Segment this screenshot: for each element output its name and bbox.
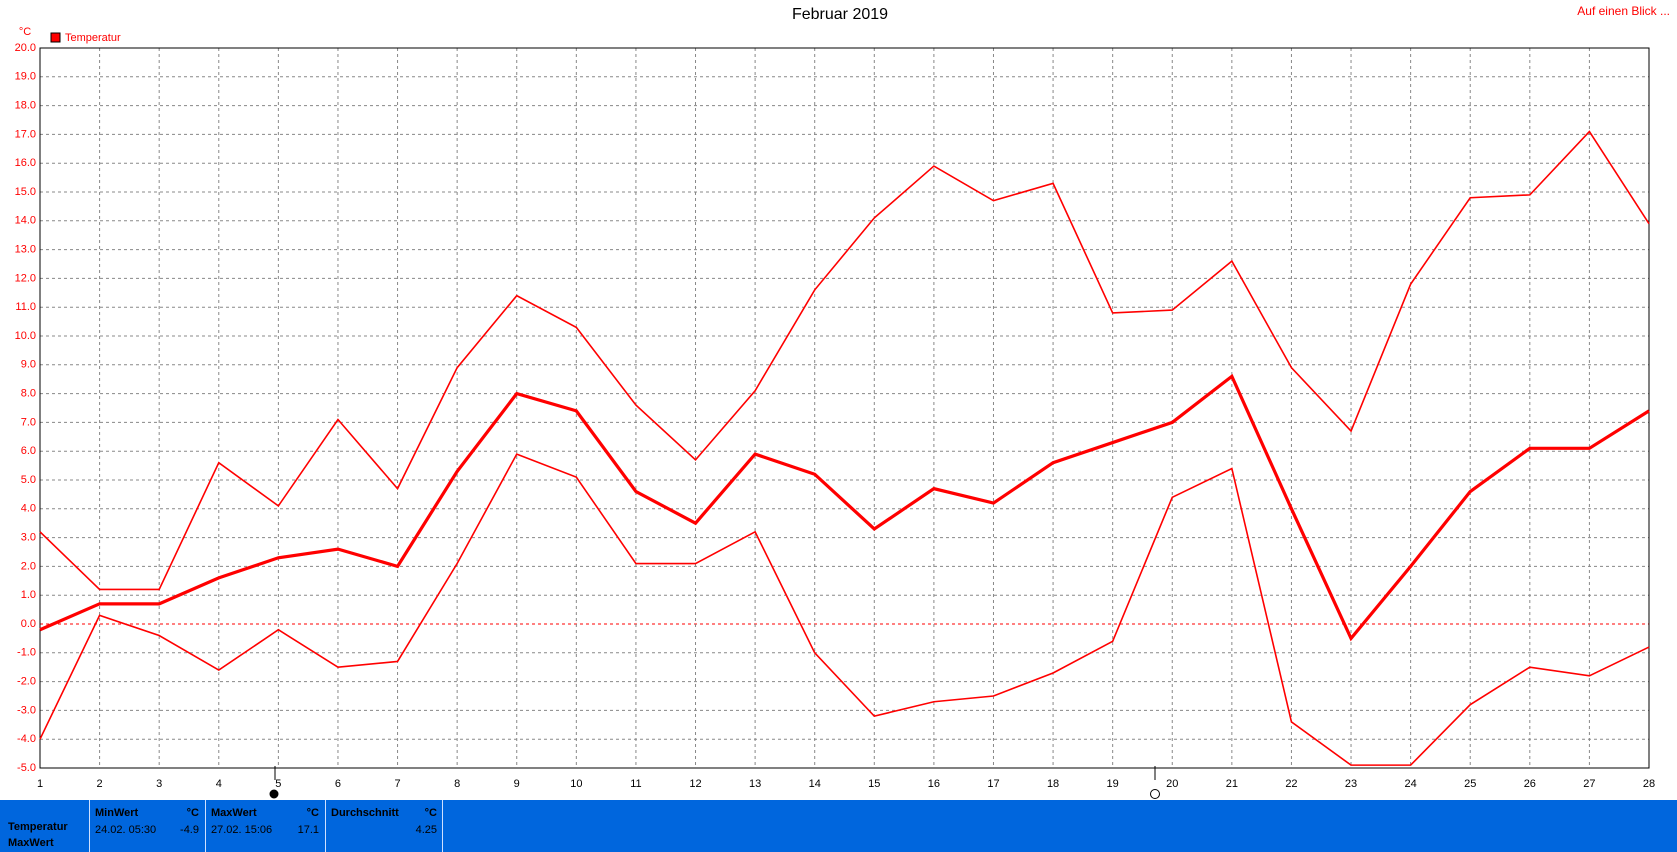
max-box: MaxWert °C 27.02. 15:06 17.1 <box>205 800 324 852</box>
row-label: Temperatur <box>8 821 68 833</box>
y-tick-label: 19.0 <box>15 71 36 83</box>
legend-swatch <box>50 32 61 43</box>
y-tick-label: 15.0 <box>15 186 36 198</box>
x-tick-label: 2 <box>97 778 103 790</box>
x-tick-label: 18 <box>1047 778 1059 790</box>
x-tick-label: 23 <box>1345 778 1357 790</box>
y-tick-label: -4.0 <box>17 733 36 745</box>
legend-label: Temperatur <box>65 32 121 44</box>
x-tick-label: 28 <box>1643 778 1655 790</box>
chart: Februar 2019 Auf einen Blick ... °C Temp… <box>15 4 1670 799</box>
y-tick-label: 4.0 <box>21 503 36 515</box>
x-tick-label: 1 <box>37 778 43 790</box>
y-tick-label: 14.0 <box>15 215 36 227</box>
plot-frame <box>39 47 1650 769</box>
y-tick-label: 8.0 <box>21 388 36 400</box>
row-label: MaxWert <box>8 837 54 849</box>
y-tick-label: 9.0 <box>21 359 36 371</box>
y-tick-label: -5.0 <box>17 762 36 774</box>
y-tick-label: 18.0 <box>15 100 36 112</box>
y-unit: °C <box>19 26 31 38</box>
series-line <box>39 373 1650 642</box>
x-tick-label: 24 <box>1405 778 1417 790</box>
y-tick-label: 17.0 <box>15 128 36 140</box>
time: 24.02. 05:30 <box>95 824 157 836</box>
header: MinWert <box>95 807 139 819</box>
x-tick-label: 11 <box>630 778 641 790</box>
x-tick-label: 3 <box>156 778 162 790</box>
y-tick-label: 1.0 <box>21 589 36 601</box>
x-tick-label: 26 <box>1524 778 1536 790</box>
x-tick-label: 6 <box>335 778 341 790</box>
x-tick-label: 20 <box>1166 778 1178 790</box>
x-tick-label: 27 <box>1583 778 1595 790</box>
series-line <box>39 130 1650 591</box>
link[interactable]: Auf einen Blick ... <box>1577 4 1670 18</box>
y-tick-label: 2.0 <box>21 560 36 572</box>
x-tick-label: 22 <box>1285 778 1297 790</box>
x-tick-label: 17 <box>987 778 999 790</box>
value: 17.1 <box>297 824 319 836</box>
header: Durchschnitt <box>331 807 399 819</box>
summary-panel: Temperatur MaxWert MinWert °C 24.02. 05:… <box>0 800 1677 852</box>
unit: °C <box>306 807 319 819</box>
avg-box: Durchschnitt °C 4.25 <box>325 800 443 852</box>
y-tick-label: 20.0 <box>15 42 36 54</box>
unit: °C <box>186 807 199 819</box>
y-tick-label: 11.0 <box>15 301 36 313</box>
y-tick-label: 10.0 <box>15 330 36 342</box>
value: 4.25 <box>415 824 437 836</box>
x-tick-label: 7 <box>394 778 400 790</box>
x-tick-label: 25 <box>1464 778 1476 790</box>
min-box: MinWert °C 24.02. 05:30 -4.9 <box>89 800 204 852</box>
x-tick-label: 10 <box>570 778 582 790</box>
x-tick-label: 15 <box>868 778 880 790</box>
time: 27.02. 15:06 <box>211 824 273 836</box>
x-tick-label: 14 <box>809 778 821 790</box>
y-tick-label: 16.0 <box>15 157 36 169</box>
x-tick-label: 5 <box>275 778 281 790</box>
moon-new <box>269 789 279 799</box>
row-labels: Temperatur MaxWert <box>0 800 88 852</box>
unit: °C <box>424 807 437 819</box>
y-tick-label: 12.0 <box>15 272 36 284</box>
x-tick-label: 21 <box>1226 778 1238 790</box>
y-tick-label: 6.0 <box>21 445 36 457</box>
moon-full <box>1150 789 1160 799</box>
y-tick-label: -1.0 <box>17 647 36 659</box>
x-tick-label: 8 <box>454 778 460 790</box>
y-tick-label: 5.0 <box>21 474 36 486</box>
header: MaxWert <box>211 807 257 819</box>
x-tick-label: 12 <box>689 778 701 790</box>
y-tick-label: -2.0 <box>17 676 36 688</box>
x-tick-label: 16 <box>928 778 940 790</box>
x-tick-label: 4 <box>216 778 222 790</box>
y-tick-label: -3.0 <box>17 704 36 716</box>
series-line <box>39 453 1650 766</box>
x-tick-label: 13 <box>749 778 761 790</box>
y-tick-label: 3.0 <box>21 532 36 544</box>
y-tick-label: 13.0 <box>15 244 36 256</box>
x-tick-label: 9 <box>514 778 520 790</box>
value: -4.9 <box>180 824 199 836</box>
x-tick-label: 19 <box>1107 778 1119 790</box>
chart-title: Februar 2019 <box>792 6 888 23</box>
y-tick-label: 0.0 <box>21 618 36 630</box>
y-tick-label: 7.0 <box>21 416 36 428</box>
